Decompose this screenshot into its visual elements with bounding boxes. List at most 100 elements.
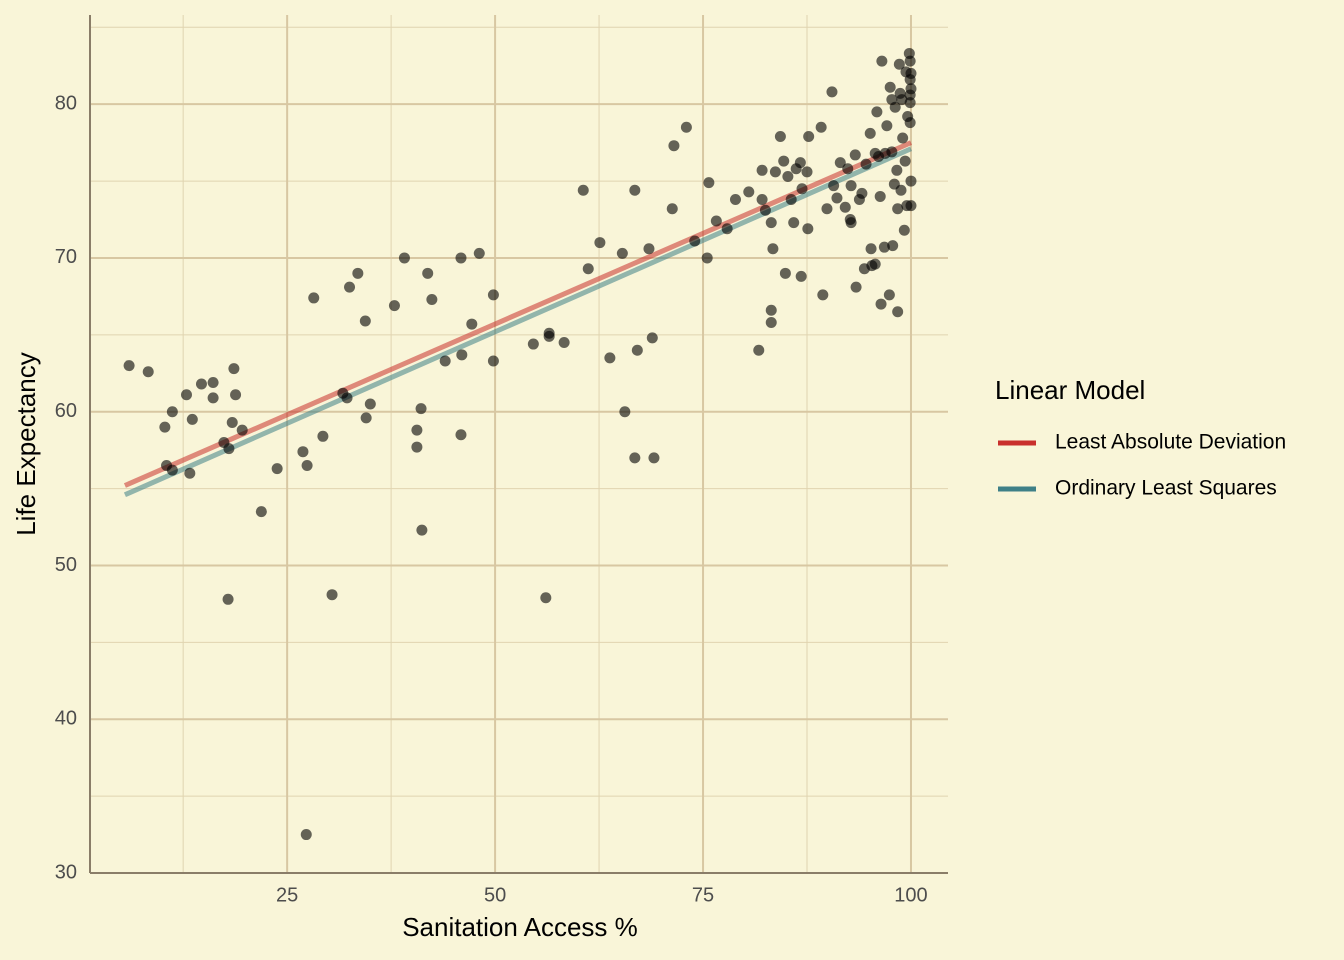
data-point xyxy=(842,163,854,175)
data-point xyxy=(869,258,881,270)
data-point xyxy=(898,224,910,236)
data-point xyxy=(785,194,797,206)
data-point xyxy=(767,243,779,255)
data-point xyxy=(904,55,916,67)
data-point xyxy=(887,240,899,252)
data-point xyxy=(839,201,851,213)
data-point xyxy=(223,443,235,455)
data-point xyxy=(543,330,555,342)
data-point xyxy=(845,180,857,192)
data-point xyxy=(473,247,485,259)
data-point xyxy=(878,241,890,253)
y-tick-label: 70 xyxy=(55,246,77,268)
data-point xyxy=(896,94,908,106)
data-point xyxy=(856,187,868,199)
data-point xyxy=(826,86,838,98)
data-point xyxy=(643,243,655,255)
data-point xyxy=(884,81,896,93)
y-tick-label: 30 xyxy=(55,861,77,883)
data-point xyxy=(123,360,135,372)
regression-line xyxy=(123,140,912,488)
data-point xyxy=(895,184,907,196)
data-point xyxy=(765,304,777,316)
data-point xyxy=(905,200,917,212)
data-point xyxy=(456,349,468,361)
data-point xyxy=(222,593,234,605)
data-point xyxy=(864,127,876,139)
data-point xyxy=(892,203,904,215)
data-point xyxy=(756,164,768,176)
data-point xyxy=(865,243,877,255)
y-tick-label: 50 xyxy=(55,554,77,576)
data-point xyxy=(803,130,815,142)
data-point xyxy=(788,217,800,229)
data-point xyxy=(577,184,589,196)
data-point xyxy=(795,270,807,282)
data-point xyxy=(871,106,883,118)
x-tick-label: 50 xyxy=(484,884,506,906)
y-axis-label: Life Expectancy xyxy=(11,352,41,536)
data-point xyxy=(159,421,171,433)
data-point xyxy=(426,293,438,305)
data-point xyxy=(774,130,786,142)
data-point xyxy=(893,58,905,70)
data-point xyxy=(142,366,154,378)
data-point xyxy=(166,406,178,418)
data-point xyxy=(411,441,423,453)
data-point xyxy=(881,120,893,132)
data-point xyxy=(821,203,833,215)
data-point xyxy=(892,306,904,318)
data-point xyxy=(897,132,909,144)
x-tick-label: 100 xyxy=(894,884,927,906)
legend-label: Least Absolute Deviation xyxy=(1055,431,1286,454)
data-point xyxy=(779,267,791,279)
data-point xyxy=(801,166,813,178)
data-point xyxy=(849,149,861,161)
data-point xyxy=(876,55,888,67)
data-point xyxy=(729,194,741,206)
data-point xyxy=(904,97,916,109)
data-point xyxy=(416,524,428,536)
data-point xyxy=(666,203,678,215)
data-point xyxy=(831,192,843,204)
data-point xyxy=(326,589,338,601)
data-point xyxy=(364,398,376,410)
data-point xyxy=(845,217,857,229)
data-point xyxy=(905,67,917,79)
x-tick-label: 75 xyxy=(692,884,714,906)
data-point xyxy=(802,223,814,235)
data-point xyxy=(875,298,887,310)
x-axis-label: Sanitation Access % xyxy=(402,912,638,942)
data-point xyxy=(646,332,658,344)
data-point xyxy=(300,829,312,841)
data-point xyxy=(230,389,242,401)
data-point xyxy=(236,424,248,436)
data-point xyxy=(703,177,715,189)
data-point xyxy=(765,217,777,229)
data-point xyxy=(886,146,898,158)
data-point xyxy=(721,223,733,235)
data-point xyxy=(629,452,641,464)
regression-line xyxy=(123,146,912,498)
data-point xyxy=(860,158,872,170)
data-point xyxy=(759,204,771,216)
data-point xyxy=(301,460,313,472)
data-point xyxy=(422,267,434,279)
data-point xyxy=(769,166,781,178)
data-point xyxy=(195,378,207,390)
x-tick-label: 25 xyxy=(276,884,298,906)
data-point xyxy=(899,155,911,167)
data-point xyxy=(317,430,329,442)
y-tick-label: 40 xyxy=(55,708,77,730)
data-point xyxy=(710,215,722,227)
y-tick-label: 80 xyxy=(55,92,77,114)
data-point xyxy=(388,300,400,312)
data-point xyxy=(616,247,628,259)
data-point xyxy=(455,252,467,264)
data-point xyxy=(765,317,777,329)
data-point xyxy=(455,429,467,441)
data-point xyxy=(398,252,410,264)
data-point xyxy=(828,180,840,192)
